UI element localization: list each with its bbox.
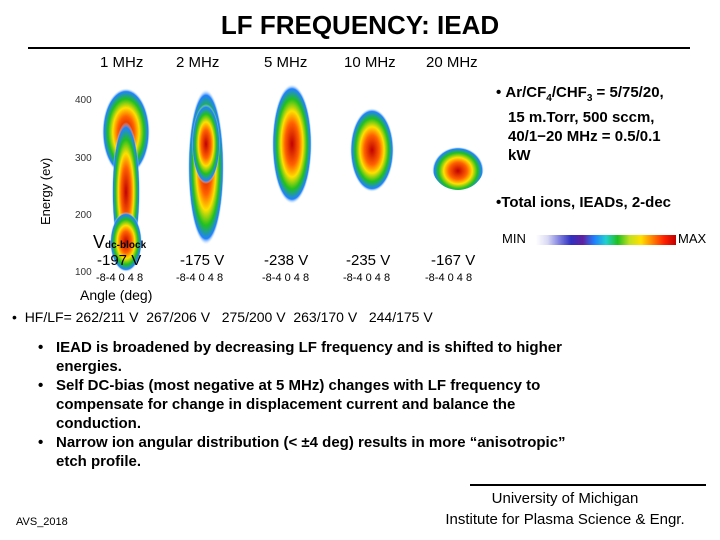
bullet-item: • IEAD is broadened by decreasing LF fre… [38,339,562,375]
iead-plot-1mhz [102,88,150,272]
y-tick: 300 [75,153,92,164]
x-axis-label: Angle (deg) [80,287,153,303]
y-tick: 400 [75,95,92,106]
bias-10mhz: -235 V [346,252,391,269]
x-ticks: -8-4 0 4 8 [176,272,224,284]
vdc-label: Vdc-block [93,232,147,252]
footer-institute: Institute for Plasma Science & Engr. [445,511,685,528]
y-tick: 200 [75,210,92,221]
hf-lf-line: • HF/LF= 262/211 V 267/206 V 275/200 V 2… [12,309,433,325]
x-ticks: -8-4 0 4 8 [343,272,391,284]
bullet-list: • IEAD is broadened by decreasing LF fre… [38,338,698,471]
bias-1mhz: -197 V [97,252,142,269]
bullet-item: • Narrow ion angular distribution (< ±4 … [38,434,566,470]
footer-left: AVS_2018 [16,516,68,528]
iead-plot-20mhz [432,142,484,190]
y-tick: 100 [75,267,92,278]
iead-plot-5mhz [272,84,312,204]
freq-label-1mhz: 1 MHz [100,54,144,71]
colorbar-min-label: MIN [502,231,526,246]
iead-plot-2mhz [188,89,224,245]
bias-2mhz: -175 V [180,252,225,269]
bias-5mhz: -238 V [264,252,309,269]
bias-20mhz: -167 V [431,252,476,269]
iead-plot-10mhz [350,108,394,192]
total-ions-text: •Total ions, IEADs, 2-dec [496,194,672,211]
colorbar-max-label: MAX [678,231,707,246]
bullet-dot: • [496,84,506,101]
freq-label-10mhz: 10 MHz [344,54,396,71]
colorbar [536,235,676,245]
bullet-item: • Self DC-bias (most negative at 5 MHz) … [38,377,541,432]
conditions-text: • Ar/CF4/CHF3 = 5/75/20, 15 m.Torr, 500 … [496,84,664,164]
x-ticks: -8-4 0 4 8 [96,272,144,284]
freq-label-2mhz: 2 MHz [176,54,220,71]
freq-label-5mhz: 5 MHz [264,54,308,71]
footer-university: University of Michigan [491,490,639,507]
title-divider [28,47,690,49]
freq-label-20mhz: 20 MHz [426,54,478,71]
footer-rule [470,484,706,486]
y-axis-label: Energy (ev) [38,157,53,225]
x-ticks: -8-4 0 4 8 [425,272,473,284]
slide-title: LF FREQUENCY: IEAD [220,10,500,40]
vdc-subscript: dc-block [105,240,147,251]
x-ticks: -8-4 0 4 8 [262,272,310,284]
